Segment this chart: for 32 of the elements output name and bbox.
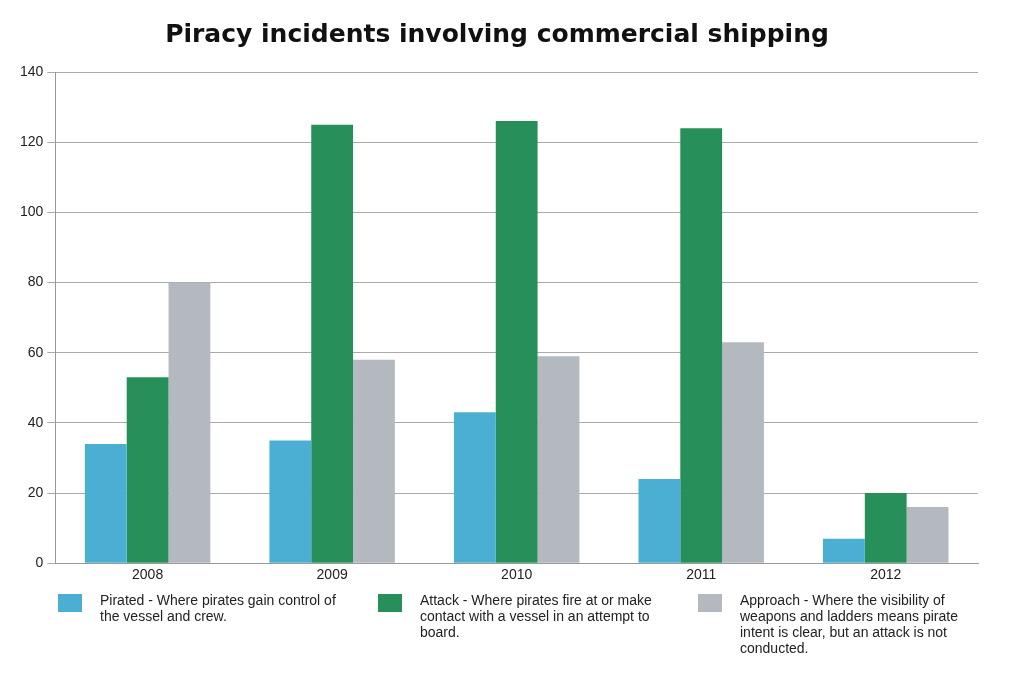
y-tick-label: 120 bbox=[20, 133, 44, 150]
chart-title: Piracy incidents involving commercial shipping bbox=[165, 18, 829, 48]
bar bbox=[453, 412, 496, 563]
bar bbox=[311, 124, 354, 563]
bar bbox=[84, 443, 127, 563]
bar bbox=[680, 128, 723, 563]
y-tick-label: 20 bbox=[27, 483, 44, 500]
x-tick-label: 2009 bbox=[316, 566, 348, 583]
bar bbox=[168, 282, 211, 563]
bar bbox=[353, 359, 395, 563]
legend-label: Pirated - Where pirates gain control of the vessel and crew. bbox=[100, 592, 337, 624]
x-tick-label: 2010 bbox=[501, 566, 533, 583]
y-tick-label: 40 bbox=[27, 413, 44, 430]
y-tick-label: 100 bbox=[20, 203, 44, 220]
legend-label: Attack - Where pirates fire at or make contact with a vessel in an attempt to board. bbox=[420, 592, 653, 640]
x-tick-label: 2008 bbox=[132, 566, 164, 583]
bar bbox=[864, 493, 907, 563]
bar bbox=[126, 377, 169, 563]
bar bbox=[269, 440, 312, 563]
x-tick-label: 2011 bbox=[686, 566, 717, 583]
y-tick-label: 140 bbox=[20, 62, 44, 79]
bar bbox=[495, 121, 538, 563]
bar bbox=[638, 478, 681, 563]
bar bbox=[537, 356, 580, 563]
y-tick-label: 60 bbox=[27, 343, 44, 360]
bar bbox=[823, 538, 865, 563]
bar bbox=[722, 342, 764, 563]
y-tick-label: 0 bbox=[35, 554, 44, 571]
bar bbox=[906, 507, 949, 563]
y-tick-label: 80 bbox=[27, 273, 44, 290]
x-tick-label: 2012 bbox=[870, 566, 902, 583]
legend-label: Approach - Where the visibility of weapons and ladders means pirate intent is clear, but an attack is not conducted. bbox=[740, 592, 959, 656]
